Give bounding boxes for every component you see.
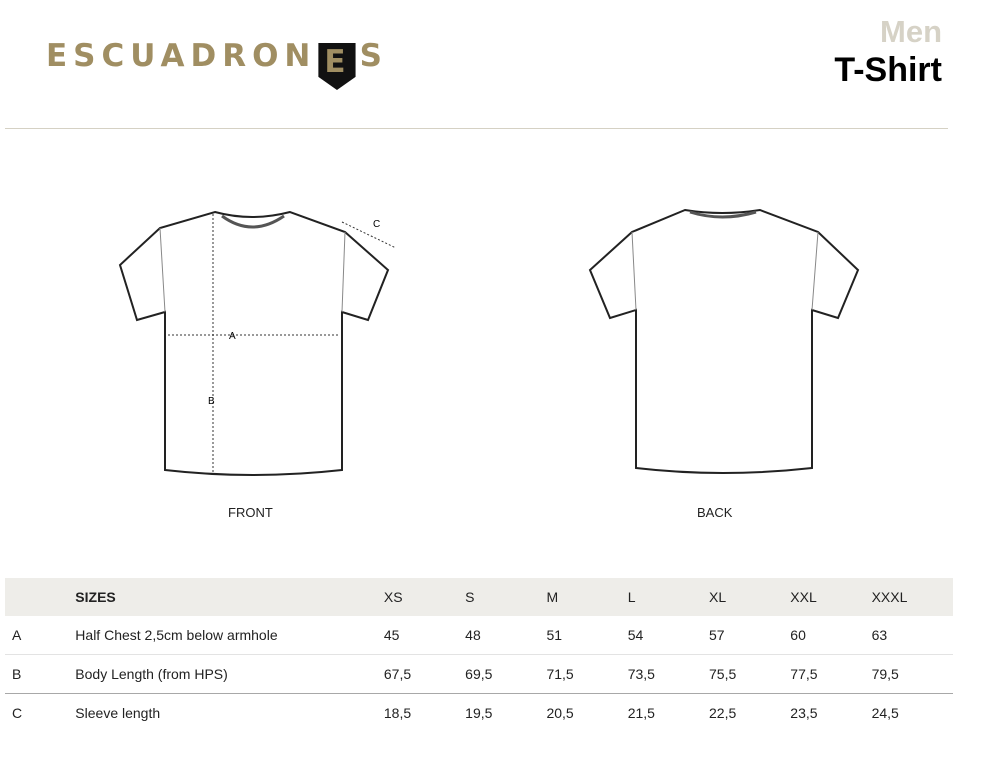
size-table: SIZES XS S M L XL XXL XXXL A Half Chest … [5,578,953,732]
cell: 60 [790,616,872,655]
divider [5,128,948,129]
size-l: L [627,589,636,605]
row-key: C [12,705,23,721]
size-xl: XL [709,589,727,605]
row-key: B [5,654,76,694]
cell: 22,5 [709,705,737,721]
size-s: S [465,589,475,605]
cell: 57 [709,616,791,655]
table-row: A Half Chest 2,5cm below armhole 45 48 5… [5,616,953,655]
cell: 67,5 [383,654,466,694]
cell: 45 [383,616,466,655]
cell: 24,5 [871,705,899,721]
row-key: A [5,616,76,655]
table-row: B Body Length (from HPS) 67,5 69,5 71,5 … [5,654,953,694]
cell: 18,5 [383,705,412,721]
back-shirt-drawing [588,208,860,474]
size-m: M [546,589,559,605]
cell: 73,5 [627,654,709,694]
cell: 71,5 [546,654,628,694]
table-header-row: SIZES XS S M L XL XXL XXXL [5,578,953,616]
row-label: Sleeve length [75,705,161,721]
cell: 54 [627,616,709,655]
measure-a-label: A [229,331,236,342]
cell: 23,5 [790,705,818,721]
cell: 19,5 [465,705,493,721]
cell: 21,5 [627,705,655,721]
brand-logo: ESCUADRON E S [46,38,388,90]
size-xxxl: XXXL [871,589,908,605]
cell: 20,5 [546,705,574,721]
cell: 79,5 [871,654,953,694]
category-title: Men [880,14,942,49]
front-shirt-drawing: A B C [118,210,397,476]
sizes-header: SIZES [75,589,116,605]
cell: 77,5 [790,654,872,694]
logo-text: ESCUADRON E S [46,38,388,90]
cell: 63 [871,616,953,655]
row-label: Body Length (from HPS) [75,654,384,694]
measure-b-label: B [208,396,215,407]
table-row: C Sleeve length 18,5 19,5 20,5 21,5 22,5… [5,694,953,733]
cell: 75,5 [709,654,791,694]
back-label: BACK [697,505,733,520]
cell: 69,5 [465,654,547,694]
cell: 48 [465,616,547,655]
size-xxl: XXL [790,589,817,605]
cell: 51 [546,616,628,655]
product-title: T-Shirt [834,51,942,89]
measure-c-label: C [373,219,380,230]
size-xs: XS [383,589,403,605]
front-label: FRONT [228,505,273,520]
shield-icon: E [318,43,356,90]
row-label: Half Chest 2,5cm below armhole [75,616,384,655]
